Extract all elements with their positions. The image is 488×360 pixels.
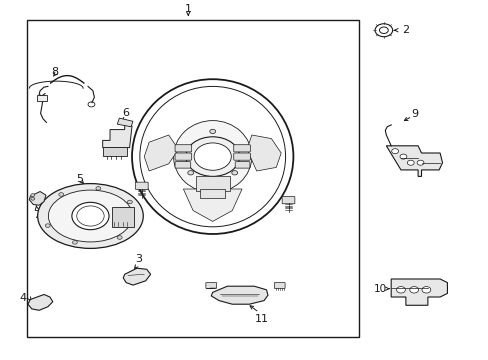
Circle shape: [117, 236, 122, 239]
FancyBboxPatch shape: [175, 153, 191, 160]
Circle shape: [187, 171, 193, 175]
FancyBboxPatch shape: [135, 182, 148, 189]
Bar: [200, 189, 224, 198]
Bar: [112, 207, 134, 227]
Circle shape: [72, 202, 109, 230]
Circle shape: [72, 240, 77, 244]
Text: 10: 10: [373, 284, 386, 294]
Circle shape: [96, 186, 101, 190]
Circle shape: [185, 137, 239, 176]
FancyBboxPatch shape: [274, 283, 285, 288]
Polygon shape: [386, 146, 442, 176]
Circle shape: [231, 171, 237, 175]
Polygon shape: [144, 135, 178, 171]
FancyBboxPatch shape: [205, 283, 216, 288]
Circle shape: [45, 224, 50, 228]
Polygon shape: [123, 268, 150, 285]
Text: 4: 4: [20, 293, 27, 303]
Text: 7: 7: [33, 210, 40, 220]
Circle shape: [31, 194, 35, 197]
Text: 2: 2: [401, 25, 408, 35]
Circle shape: [421, 287, 430, 293]
Circle shape: [194, 143, 231, 170]
FancyBboxPatch shape: [175, 162, 190, 168]
Bar: [37, 95, 47, 101]
FancyBboxPatch shape: [282, 197, 294, 204]
Text: 8: 8: [52, 67, 59, 77]
Circle shape: [59, 193, 63, 196]
Circle shape: [416, 160, 423, 165]
Circle shape: [31, 197, 35, 200]
Polygon shape: [390, 279, 447, 305]
Circle shape: [399, 154, 406, 159]
Polygon shape: [117, 118, 133, 127]
Text: 5: 5: [76, 174, 83, 184]
Text: 11: 11: [254, 314, 268, 324]
Bar: [27, 20, 359, 337]
Polygon shape: [183, 189, 242, 221]
Ellipse shape: [48, 190, 132, 242]
Ellipse shape: [38, 184, 143, 248]
FancyBboxPatch shape: [175, 145, 191, 152]
Circle shape: [407, 160, 413, 165]
Circle shape: [127, 200, 132, 204]
FancyBboxPatch shape: [235, 162, 249, 168]
Text: 3: 3: [135, 254, 142, 264]
Polygon shape: [29, 192, 46, 205]
Bar: [102, 147, 127, 156]
Circle shape: [77, 206, 104, 226]
Polygon shape: [102, 122, 132, 148]
Circle shape: [396, 287, 405, 293]
Polygon shape: [246, 135, 281, 171]
Ellipse shape: [173, 121, 251, 193]
FancyBboxPatch shape: [233, 145, 250, 152]
FancyBboxPatch shape: [233, 153, 250, 160]
Bar: [195, 176, 229, 191]
Circle shape: [409, 287, 418, 293]
Circle shape: [391, 149, 398, 154]
Polygon shape: [211, 286, 267, 304]
Text: 9: 9: [410, 109, 417, 120]
Polygon shape: [28, 294, 53, 310]
Text: 1: 1: [184, 4, 191, 14]
Text: 6: 6: [122, 108, 129, 118]
Circle shape: [209, 129, 215, 134]
